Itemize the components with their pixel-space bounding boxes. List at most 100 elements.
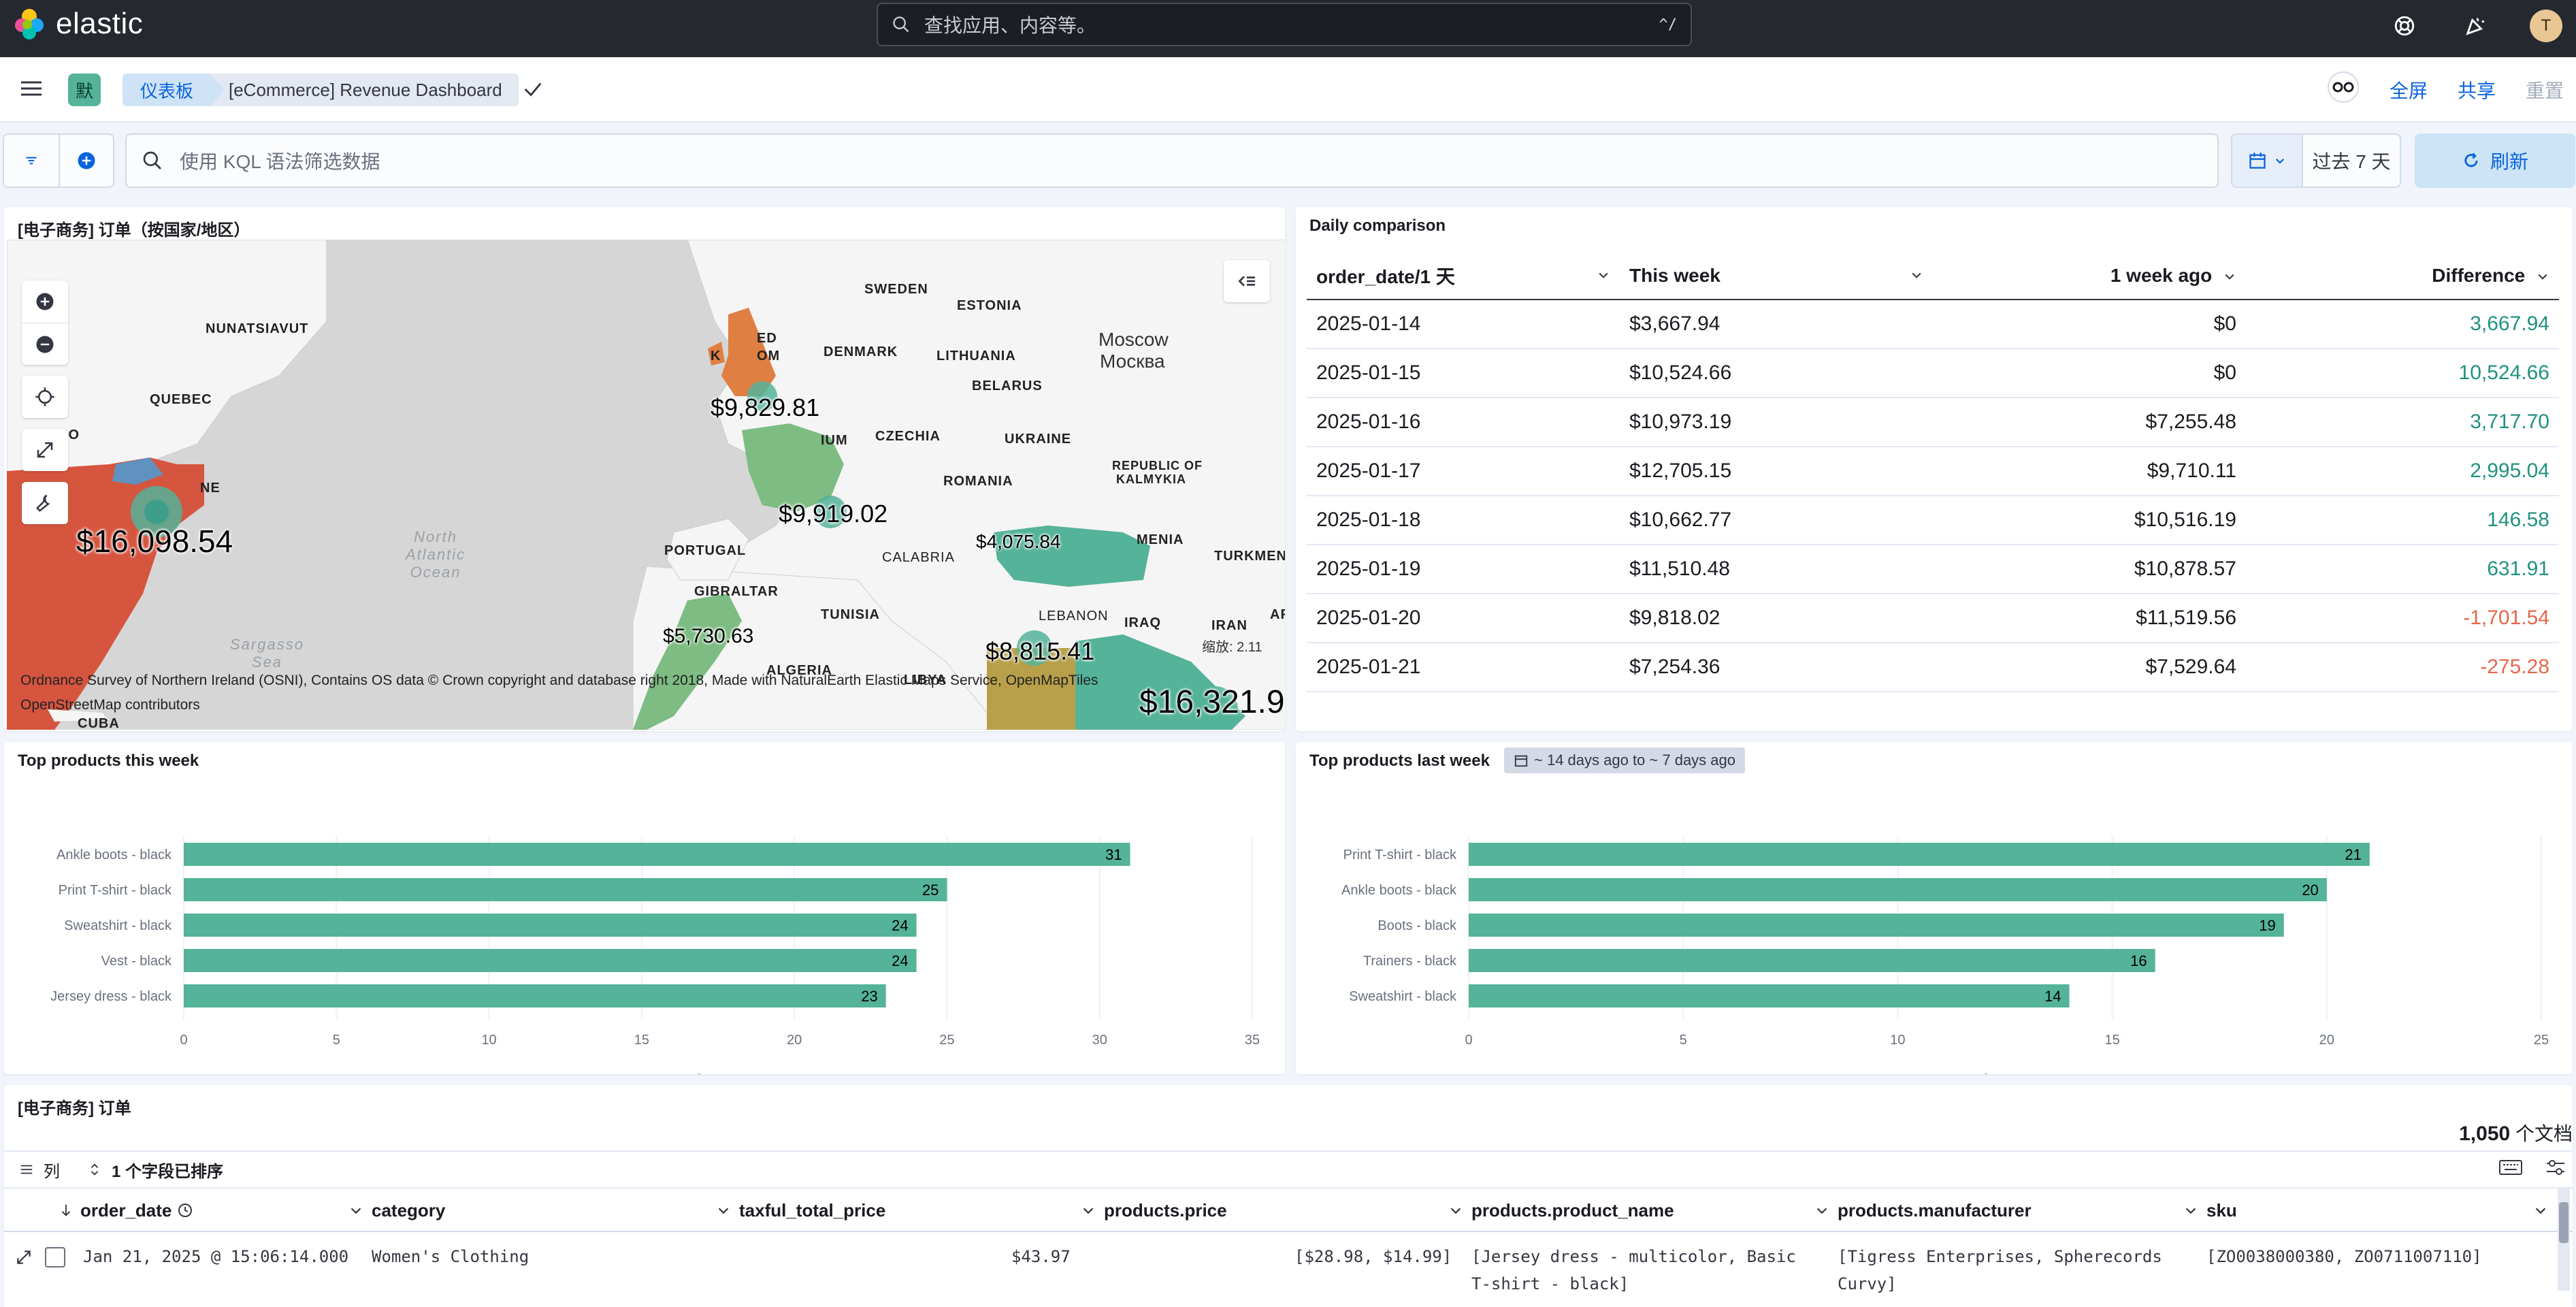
calendar-toggle[interactable] <box>2232 135 2303 187</box>
chevron-down-icon <box>2538 274 2547 280</box>
cell-manufacturer-line1: [Tigress Enterprises, Spherecords <box>1838 1247 2162 1266</box>
collapse-legend-icon[interactable] <box>1224 260 1270 302</box>
help-icon[interactable] <box>2388 10 2421 42</box>
y-category-label: Sweatshirt - black <box>1349 989 1457 1004</box>
grid-toolbar-right <box>2499 1159 2566 1181</box>
y-category-label: Boots - black <box>1377 918 1457 933</box>
daily-comparison-panel: Daily comparison order_date/1 天 This wee… <box>1296 207 2573 731</box>
kql-search-input[interactable]: 使用 KQL 语法筛选数据 <box>125 133 2219 188</box>
grid-column-header-taxful-total-price[interactable]: taxful_total_price <box>739 1189 1104 1232</box>
add-filter-icon[interactable] <box>58 135 113 187</box>
crosshair-icon[interactable] <box>22 376 68 418</box>
map-city-moscow-en: Moscow <box>1098 329 1169 350</box>
cell-week-ago: $11,519.56 <box>1933 594 2246 643</box>
bar[interactable] <box>1469 949 2155 972</box>
bar[interactable] <box>184 843 1130 866</box>
cell-week-ago: $7,255.48 <box>1933 398 2246 447</box>
grid-column-header-products-manufacturer[interactable]: products.manufacturer <box>1838 1189 2206 1232</box>
cell-this-week: $11,510.48 <box>1620 545 1933 594</box>
reset-button[interactable]: 重置 <box>2525 80 2564 101</box>
breadcrumb-current: [eCommerce] Revenue Dashboard <box>208 74 519 106</box>
bar-value-label: 24 <box>892 952 908 969</box>
filter-menu-icon[interactable] <box>4 135 59 187</box>
table-row[interactable]: Jan 21, 2025 @ 15:06:14.000 Women's Clot… <box>4 1232 2573 1293</box>
zoom-in-icon[interactable] <box>22 280 68 323</box>
breadcrumb-dashboards[interactable]: 仪表板 <box>123 74 225 106</box>
attribution-text: Ordnance Survey of Northern Ireland (OSN… <box>20 673 862 688</box>
map-city-moscow-ru: Москва <box>1100 351 1165 372</box>
sort-icon <box>91 1163 99 1176</box>
cell-difference: 631.91 <box>2246 545 2559 594</box>
menu-icon[interactable] <box>19 76 44 104</box>
space-badge[interactable]: 默 <box>68 74 101 106</box>
bar[interactable] <box>184 914 917 937</box>
grid-column-header-category[interactable]: category <box>372 1189 739 1232</box>
view-mode-icon[interactable] <box>2327 71 2360 108</box>
x-tick-label: 30 <box>1092 1033 1107 1048</box>
attribution-link-omt[interactable]: OpenMapTiles <box>1005 673 1098 688</box>
expand-row-icon[interactable] <box>15 1247 33 1274</box>
elastic-logo-icon <box>15 9 44 39</box>
columns-button[interactable]: 列 <box>19 1158 60 1182</box>
search-icon <box>893 16 909 33</box>
column-header-this-week[interactable]: This week <box>1620 252 1933 300</box>
y-category-label: Jersey dress - black <box>50 989 172 1004</box>
bar[interactable] <box>184 949 917 972</box>
time-range-badge[interactable]: ~ 14 days ago to ~ 7 days ago <box>1504 747 1746 773</box>
checkmark-icon[interactable] <box>521 78 544 104</box>
cell-sku: [ZO0038000380, ZO0711007110] <box>2206 1247 2482 1266</box>
chevron-down-icon <box>1599 272 1608 278</box>
grid-scrollbar-thumb[interactable] <box>2559 1202 2569 1243</box>
bar[interactable] <box>1469 914 2284 937</box>
column-header-order-date[interactable]: order_date/1 天 <box>1307 252 1620 300</box>
grid-column-label: products.product_name <box>1471 1199 1674 1221</box>
wrench-icon[interactable] <box>22 482 68 524</box>
refresh-button[interactable]: 刷新 <box>2415 133 2575 188</box>
expand-icon[interactable] <box>22 429 68 471</box>
column-header-label: order_date/1 天 <box>1316 265 1455 287</box>
bar-value-label: 23 <box>861 988 877 1005</box>
bar-value-label: 19 <box>2259 917 2275 934</box>
column-header-week-ago[interactable]: 1 week ago <box>1933 252 2246 300</box>
map-value-sa: $16,321.9 <box>1139 684 1285 720</box>
keyboard-icon[interactable] <box>2499 1159 2522 1181</box>
grid-column-label: products.manufacturer <box>1838 1199 2032 1221</box>
dashboard-actions: 全屏 共享 重置 <box>2327 71 2564 108</box>
time-range-label[interactable]: 过去 7 天 <box>2312 151 2391 172</box>
attribution-link-ems[interactable]: Elastic Maps Service <box>865 673 998 688</box>
orders-map[interactable]: SWEDEN ESTONIA NUNATSIAVUT DENMARK LITHU… <box>7 240 1285 730</box>
row-checkbox[interactable] <box>45 1247 65 1268</box>
cell-product-name-line1: [Jersey dress - multicolor, Basic <box>1471 1247 1796 1266</box>
map-value-eg: $8,815.41 <box>985 637 1095 665</box>
share-button[interactable]: 共享 <box>2457 80 2496 101</box>
sort-button[interactable]: 1 个字段已排序 <box>87 1158 223 1182</box>
bar[interactable] <box>1469 878 2327 901</box>
grid-column-header-order-date[interactable]: order_date <box>59 1189 372 1232</box>
display-settings-icon[interactable] <box>2545 1159 2566 1181</box>
bar[interactable] <box>1469 984 2070 1007</box>
grid-column-header-sku[interactable]: sku <box>2206 1189 2556 1232</box>
zoom-out-icon[interactable] <box>22 323 68 365</box>
map-label-tunisia: TUNISIA <box>821 607 880 622</box>
column-header-label: Difference <box>2432 264 2526 286</box>
chevron-down-icon <box>1816 1208 1827 1214</box>
bar[interactable] <box>184 984 886 1007</box>
map-label-turkmenistan: TURKMENI <box>1214 549 1285 564</box>
map-label-belgium-partial: IUM <box>821 433 848 448</box>
elastic-logo[interactable]: elastic <box>12 7 143 41</box>
column-header-difference[interactable]: Difference <box>2246 252 2559 300</box>
top-products-this-week-panel: Top products this week 0 5 10 15 20 25 30 35 Ank… <box>4 742 1285 1074</box>
global-search[interactable]: 查找应用、内容等。 ^/ <box>877 3 1692 46</box>
cell-category: Women's Clothing <box>372 1247 529 1266</box>
user-avatar[interactable]: T <box>2530 10 2562 42</box>
cell-order-date: 2025-01-14 <box>1307 300 1620 349</box>
grid-column-header-products-price[interactable]: products.price <box>1104 1189 1471 1232</box>
zoom-label: 缩放: <box>1202 640 1233 655</box>
grid-column-header-products-product-name[interactable]: products.product_name <box>1471 1189 1838 1232</box>
news-icon[interactable] <box>2459 10 2492 42</box>
bar[interactable] <box>184 878 947 901</box>
attribution-link-osm[interactable]: OpenStreetMap contributors <box>20 697 200 713</box>
fullscreen-button[interactable]: 全屏 <box>2389 80 2428 101</box>
bar[interactable] <box>1469 843 2370 866</box>
map-value-us: $16,098.54 <box>76 523 233 559</box>
